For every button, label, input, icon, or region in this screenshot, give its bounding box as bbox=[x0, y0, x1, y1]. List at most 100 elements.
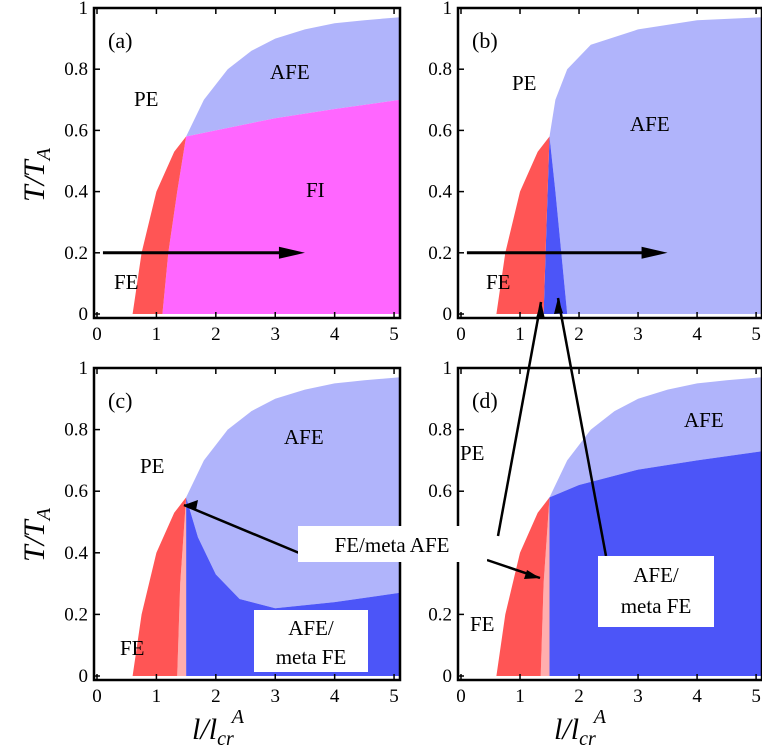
y-axis-label-bottom: T/TA bbox=[18, 507, 55, 562]
ytick-label-b-4: 0.8 bbox=[428, 59, 452, 80]
label-d-pe: PE bbox=[460, 441, 485, 465]
ytick-label-a-2: 0.4 bbox=[64, 182, 88, 203]
xtick-label-b-1: 1 bbox=[515, 324, 525, 345]
ytick-label-c-5: 1 bbox=[79, 358, 89, 379]
xtick-label-a-4: 4 bbox=[330, 324, 340, 345]
ytick-label-a-0: 0 bbox=[79, 304, 89, 325]
ytick-label-a-3: 0.6 bbox=[64, 120, 88, 141]
panel-a: 0 1 2 3 4 5 0 0.2 0.4 0.6 0.8 1 (a) PE AFE FI FE bbox=[64, 0, 402, 345]
label-a-fi: FI bbox=[306, 178, 325, 202]
xtick-label-a-3: 3 bbox=[270, 324, 280, 345]
xtick-label-c-2: 2 bbox=[211, 686, 221, 707]
label-a-afe: AFE bbox=[270, 60, 310, 84]
region-b-afe-meta-fe bbox=[543, 136, 568, 314]
region-d-fe-meta-afe bbox=[540, 497, 550, 676]
panel-label-b: (b) bbox=[472, 28, 498, 53]
xtick-label-b-3: 3 bbox=[633, 324, 643, 345]
x-axis-label-left: l/lcrA bbox=[192, 706, 245, 750]
ytick-label-d-5: 1 bbox=[443, 358, 453, 379]
region-d-afe bbox=[549, 377, 762, 498]
panel-label-a: (a) bbox=[108, 28, 132, 53]
xtick-label-a-1: 1 bbox=[152, 324, 162, 345]
ytick-label-b-5: 1 bbox=[443, 0, 453, 19]
ytick-label-a-4: 0.8 bbox=[64, 59, 88, 80]
xtick-label-d-1: 1 bbox=[515, 686, 525, 707]
xtick-label-a-2: 2 bbox=[211, 324, 221, 345]
label-c-afe-meta-fe-line1: AFE/ bbox=[288, 616, 334, 640]
callout-arrows bbox=[183, 297, 608, 580]
label-c-afe-meta-fe-line2: meta FE bbox=[276, 645, 347, 669]
callout-box-fe-meta-afe: FE/meta AFE bbox=[298, 526, 487, 562]
xtick-label-c-5: 5 bbox=[389, 686, 399, 707]
xtick-label-d-5: 5 bbox=[751, 686, 761, 707]
ytick-label-b-0: 0 bbox=[443, 304, 453, 325]
xtick-label-b-0: 0 bbox=[456, 324, 466, 345]
label-c-pe: PE bbox=[140, 454, 165, 478]
label-b-afe: AFE bbox=[630, 112, 670, 136]
frame-a bbox=[92, 6, 402, 320]
xtick-label-c-0: 0 bbox=[92, 686, 102, 707]
ytick-label-b-2: 0.4 bbox=[428, 182, 452, 203]
callout-box-c-afe-meta-fe: AFE/ meta FE bbox=[254, 610, 368, 672]
xtick-label-d-4: 4 bbox=[692, 686, 702, 707]
label-d-afe: AFE bbox=[684, 408, 724, 432]
region-c-afe bbox=[186, 377, 400, 609]
ytick-label-c-2: 0.4 bbox=[64, 543, 88, 564]
ytick-label-c-1: 0.2 bbox=[64, 604, 88, 625]
xtick-label-c-1: 1 bbox=[152, 686, 162, 707]
callout-arrowhead-b-fe-meta-afe bbox=[536, 302, 545, 319]
region-b-fe bbox=[496, 136, 550, 314]
xtick-label-b-4: 4 bbox=[692, 324, 702, 345]
ytick-label-b-3: 0.6 bbox=[428, 120, 452, 141]
frame-d bbox=[456, 366, 762, 682]
xtick-label-a-0: 0 bbox=[92, 324, 102, 345]
label-d-fe: FE bbox=[470, 612, 495, 636]
callout-arrowhead-b-afe-meta-fe bbox=[554, 298, 563, 314]
callout-arrow-b-afe-meta-fe bbox=[556, 297, 608, 557]
ytick-label-d-0: 0 bbox=[443, 666, 453, 687]
callout-arrow-c-fe-meta-afe bbox=[183, 503, 317, 562]
ytick-label-d-3: 0.6 bbox=[428, 481, 452, 502]
panel-label-d: (d) bbox=[472, 388, 498, 413]
ytick-label-d-4: 0.8 bbox=[428, 420, 452, 441]
label-c-fe: FE bbox=[120, 636, 145, 660]
callout-box-d-afe-meta-fe: AFE/ meta FE bbox=[598, 556, 714, 627]
xtick-label-d-2: 2 bbox=[574, 686, 584, 707]
callout-arrow-b-fe-meta-afe bbox=[496, 301, 543, 537]
ytick-label-c-4: 0.8 bbox=[64, 420, 88, 441]
panel-label-c: (c) bbox=[108, 388, 132, 413]
label-d-afe-meta-fe-line2: meta FE bbox=[621, 594, 692, 618]
region-c-fe bbox=[132, 497, 187, 676]
label-b-fe: FE bbox=[486, 270, 511, 294]
sweep-arrowhead-b bbox=[641, 246, 668, 259]
ytick-label-c-0: 0 bbox=[79, 666, 89, 687]
region-b-afe bbox=[549, 17, 762, 314]
region-d-fe bbox=[496, 497, 550, 676]
region-a-fe bbox=[132, 136, 187, 314]
ytick-label-a-1: 0.2 bbox=[64, 243, 88, 264]
label-d-afe-meta-fe-line1: AFE/ bbox=[633, 563, 679, 587]
label-c-afe: AFE bbox=[284, 425, 324, 449]
xtick-label-d-0: 0 bbox=[456, 686, 466, 707]
x-axis-label-right: l/lcrA bbox=[554, 706, 607, 750]
callout-label-fe-meta-afe: FE/meta AFE bbox=[335, 533, 450, 557]
xtick-label-c-3: 3 bbox=[270, 686, 280, 707]
xtick-label-d-3: 3 bbox=[633, 686, 643, 707]
ytick-label-b-1: 0.2 bbox=[428, 243, 452, 264]
callout-arrowhead-c-fe-meta-afe bbox=[184, 500, 198, 510]
label-a-pe: PE bbox=[134, 87, 159, 111]
ytick-label-d-1: 0.2 bbox=[428, 604, 452, 625]
region-a-afe bbox=[186, 17, 400, 137]
frame-c bbox=[92, 366, 402, 682]
frame-b bbox=[456, 6, 762, 320]
label-b-pe: PE bbox=[512, 71, 537, 95]
callout-arrowhead-d-fe-meta-afe bbox=[524, 570, 540, 579]
xtick-label-c-4: 4 bbox=[330, 686, 340, 707]
xtick-label-b-2: 2 bbox=[574, 324, 584, 345]
xtick-label-b-5: 5 bbox=[751, 324, 761, 345]
xtick-label-a-5: 5 bbox=[389, 324, 399, 345]
label-a-fe: FE bbox=[114, 270, 139, 294]
region-c-fe-meta-afe bbox=[177, 497, 187, 676]
panel-b: 0 1 2 3 4 5 0 0.2 0.4 0.6 0.8 1 (b) PE AFE FE bbox=[428, 0, 762, 345]
